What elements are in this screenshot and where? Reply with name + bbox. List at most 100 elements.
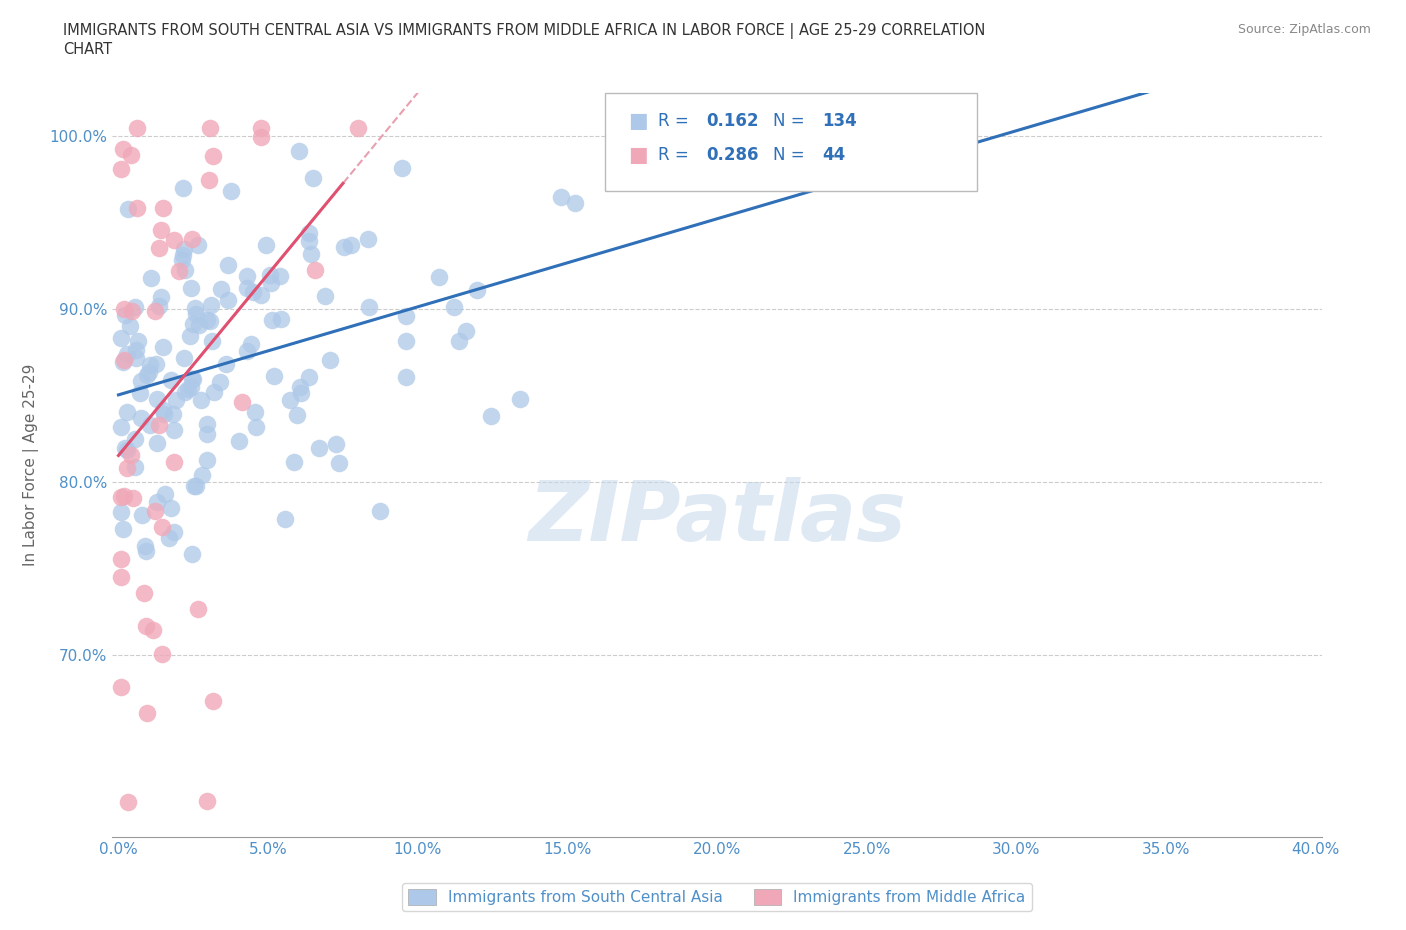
Point	[138, 365, 160, 379]
Text: 0.162: 0.162	[706, 112, 758, 130]
Point	[304, 262, 326, 277]
Point	[135, 618, 157, 633]
Point	[180, 380, 202, 395]
Point	[163, 423, 186, 438]
Point	[231, 395, 253, 410]
Text: 134: 134	[823, 112, 858, 130]
Point	[174, 384, 197, 399]
Point	[172, 248, 194, 263]
Point	[318, 352, 340, 367]
Point	[129, 386, 152, 401]
Point	[117, 202, 139, 217]
Text: IMMIGRANTS FROM SOUTH CENTRAL ASIA VS IMMIGRANTS FROM MIDDLE AFRICA IN LABOR FOR: IMMIGRANTS FROM SOUTH CENTRAL ASIA VS IM…	[63, 23, 986, 39]
Point	[201, 334, 224, 349]
Point	[259, 276, 281, 291]
Point	[162, 232, 184, 247]
Point	[152, 201, 174, 216]
Text: Source: ZipAtlas.com: Source: ZipAtlas.com	[1237, 23, 1371, 36]
Point	[110, 679, 132, 694]
Point	[159, 501, 181, 516]
Point	[325, 436, 347, 451]
Point	[131, 507, 153, 522]
Point	[124, 299, 146, 314]
Point	[186, 306, 208, 321]
Point	[165, 392, 187, 407]
Point	[308, 441, 330, 456]
Point	[181, 232, 204, 246]
Point	[195, 452, 218, 467]
Point	[181, 371, 204, 386]
Point	[179, 280, 201, 295]
Point	[172, 252, 194, 267]
Point	[114, 308, 136, 323]
Point	[129, 410, 152, 425]
Point	[152, 339, 174, 354]
Point	[136, 706, 159, 721]
Point	[391, 160, 413, 175]
Point	[285, 407, 308, 422]
Point	[136, 367, 159, 382]
Point	[112, 301, 135, 316]
Point	[117, 346, 139, 361]
Point	[163, 525, 186, 539]
Point	[357, 231, 380, 246]
Point	[263, 369, 285, 384]
Point	[115, 405, 138, 419]
Point	[146, 436, 169, 451]
Point	[427, 270, 450, 285]
Point	[184, 479, 207, 494]
Point	[479, 408, 502, 423]
Point	[200, 298, 222, 312]
Text: 0.286: 0.286	[706, 146, 758, 165]
Point	[187, 602, 209, 617]
Point	[129, 373, 152, 388]
Point	[368, 504, 391, 519]
Point	[239, 336, 262, 351]
Point	[198, 313, 221, 328]
Point	[198, 120, 221, 135]
Text: R =: R =	[658, 112, 695, 130]
Point	[195, 427, 218, 442]
Point	[245, 419, 267, 434]
Point	[115, 460, 138, 475]
Point	[287, 143, 309, 158]
Point	[454, 324, 477, 339]
Text: N =: N =	[773, 146, 810, 165]
Point	[127, 120, 149, 135]
Point	[174, 262, 197, 277]
Point	[190, 392, 212, 407]
Point	[183, 479, 205, 494]
Point	[202, 149, 225, 164]
Point	[262, 312, 284, 327]
Point	[110, 505, 132, 520]
Point	[118, 318, 141, 333]
Point	[127, 201, 149, 216]
Text: R =: R =	[658, 146, 695, 165]
Point	[160, 373, 183, 388]
Point	[143, 503, 166, 518]
Point	[357, 299, 380, 314]
Point	[254, 237, 277, 252]
Point	[146, 392, 169, 406]
Point	[236, 269, 259, 284]
Point	[149, 223, 172, 238]
Point	[150, 289, 173, 304]
Point	[122, 490, 145, 505]
Point	[202, 384, 225, 399]
Point	[394, 369, 416, 384]
Point	[152, 406, 174, 421]
Text: CHART: CHART	[63, 42, 112, 57]
Point	[173, 241, 195, 256]
Point	[302, 171, 325, 186]
Point	[112, 353, 135, 368]
Point	[127, 334, 149, 349]
Point	[201, 694, 224, 709]
Point	[121, 304, 143, 319]
Point	[134, 539, 156, 554]
Point	[195, 312, 218, 327]
Point	[120, 447, 142, 462]
Point	[115, 443, 138, 458]
Point	[117, 795, 139, 810]
Point	[209, 282, 232, 297]
Point	[110, 330, 132, 345]
